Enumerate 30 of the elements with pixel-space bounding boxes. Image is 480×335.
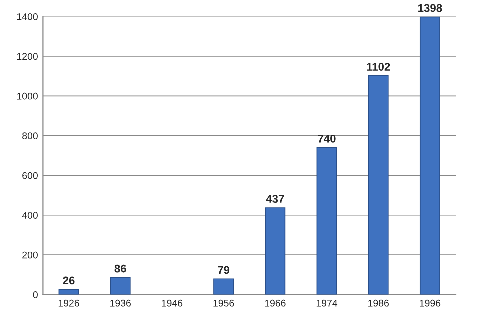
data-label: 740 — [318, 134, 336, 143]
x-tick-label: 1926 — [58, 300, 80, 307]
bar — [265, 208, 286, 295]
bar — [420, 16, 440, 295]
x-tick-label: 1946 — [162, 300, 183, 307]
data-label: 86 — [114, 264, 126, 273]
y-tick-label: 1000 — [17, 92, 38, 100]
bar — [368, 76, 389, 295]
x-tick-label: 1956 — [214, 300, 234, 307]
bar — [316, 147, 338, 295]
y-tick-label: 400 — [22, 212, 38, 219]
y-tick-label: 200 — [22, 252, 38, 259]
data-label: 437 — [266, 195, 284, 204]
x-tick-label: 1936 — [110, 300, 131, 307]
bar — [58, 289, 80, 295]
y-tick-label: 1400 — [17, 13, 38, 20]
data-label: 1102 — [367, 63, 390, 71]
y-tick-label: 600 — [22, 172, 38, 180]
y-tick-label: 0 — [33, 292, 38, 298]
data-label: 79 — [218, 266, 230, 274]
bar — [214, 278, 234, 295]
data-label: 26 — [63, 276, 75, 285]
x-tick-label: 1974 — [316, 300, 338, 307]
y-tick-label: 1200 — [17, 53, 38, 60]
x-tick-label: 1996 — [420, 300, 441, 307]
bar — [110, 277, 131, 295]
x-tick-label: 1986 — [368, 300, 389, 307]
data-label: 1398 — [418, 4, 442, 12]
y-tick-label: 800 — [22, 132, 38, 140]
x-tick-label: 1966 — [265, 300, 286, 307]
